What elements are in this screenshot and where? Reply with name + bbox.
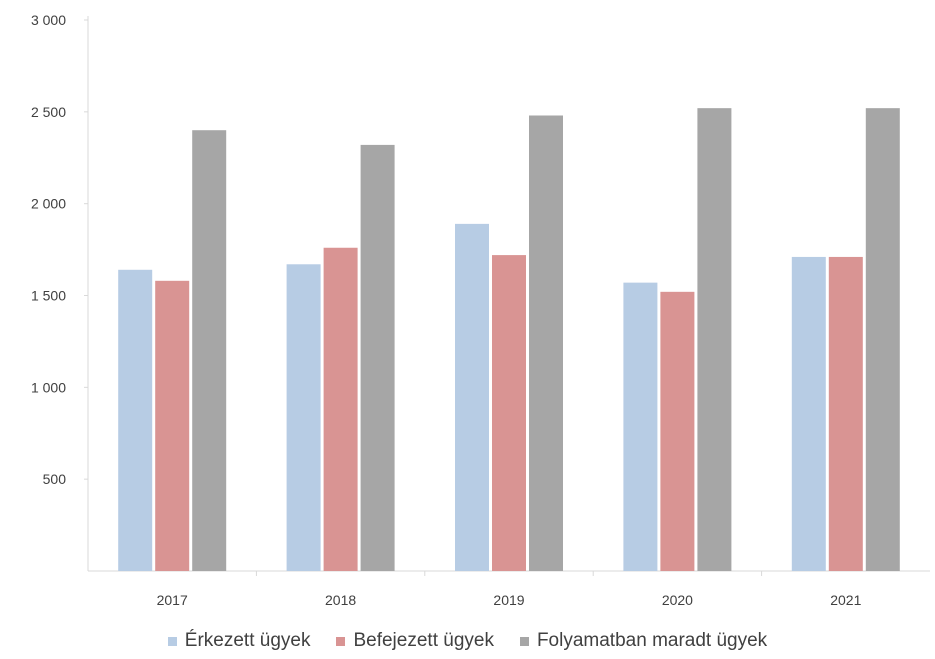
- x-tick-label: 2017: [157, 592, 188, 608]
- y-tick-label: 1 000: [31, 379, 66, 395]
- legend-label-erkezett: Érkezett ügyek: [184, 630, 311, 651]
- legend-label-folyamatban: Folyamatban maradt ügyek: [536, 630, 768, 651]
- bar-befejezett-2021: [828, 256, 863, 571]
- legend: Érkezett ügyek Befejezett ügyek Folyamat…: [0, 626, 935, 656]
- bar-chart: 500 1 000 1 500 2 000 2 500 3 000 2017 2018 2019…: [31, 12, 930, 608]
- bar-folyamatban-2019: [529, 115, 563, 572]
- bar-rkezett-2020: [623, 282, 658, 571]
- x-tick-label: 2018: [325, 592, 356, 608]
- legend-item-folyamatban: Folyamatban maradt ügyek: [519, 630, 768, 652]
- bar-rkezett-2021: [791, 256, 826, 571]
- y-tick-label: 2 000: [31, 196, 66, 212]
- bar-rkezett-2019: [455, 223, 489, 571]
- legend-item-befejezett: Befejezett ügyek: [336, 630, 494, 652]
- bar-rkezett-2018: [286, 264, 321, 571]
- bar-befejezett-2017: [155, 280, 190, 571]
- bar-befejezett-2020: [660, 291, 695, 571]
- legend-swatch-befejezett: [336, 636, 346, 646]
- bar-rkezett-2017: [118, 269, 153, 571]
- legend-swatch-erkezett: [167, 636, 177, 646]
- legend-swatch-folyamatban: [519, 636, 529, 646]
- y-tick-label: 500: [43, 471, 67, 487]
- x-tick-label: 2019: [493, 592, 524, 608]
- legend-label-befejezett: Befejezett ügyek: [353, 630, 494, 651]
- x-tick-label: 2021: [830, 592, 861, 608]
- bar-folyamatban-2021: [865, 108, 900, 571]
- y-tick-label: 3 000: [31, 12, 66, 28]
- plot-area: 500 1 000 1 500 2 000 2 500 3 000 2017 2018 2019…: [31, 12, 930, 608]
- x-tick-label: 2020: [662, 592, 693, 608]
- bar-befejezett-2018: [323, 247, 358, 571]
- y-tick-label: 1 500: [31, 288, 66, 304]
- bar-befejezett-2019: [492, 255, 526, 572]
- bar-folyamatban-2018: [360, 144, 395, 572]
- bar-folyamatban-2017: [192, 130, 227, 571]
- y-tick-label: 2 500: [31, 104, 66, 120]
- legend-item-erkezett: Érkezett ügyek: [167, 630, 311, 652]
- bar-folyamatban-2020: [697, 108, 732, 571]
